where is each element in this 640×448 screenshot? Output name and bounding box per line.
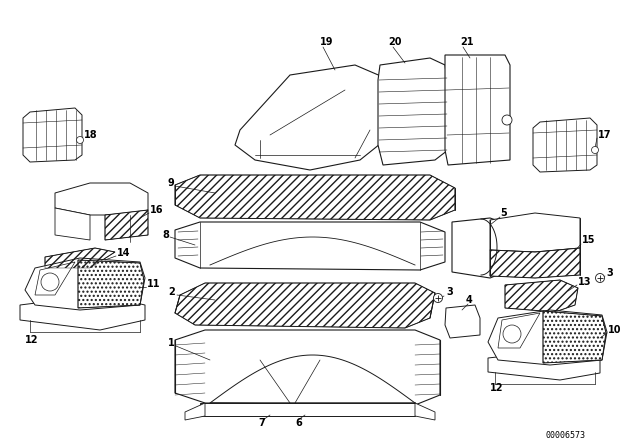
Text: 1: 1 bbox=[168, 338, 175, 348]
Text: 15: 15 bbox=[582, 235, 595, 245]
Circle shape bbox=[595, 273, 605, 283]
Polygon shape bbox=[185, 403, 205, 420]
Polygon shape bbox=[35, 262, 75, 295]
Polygon shape bbox=[45, 248, 115, 268]
Text: 7: 7 bbox=[258, 418, 265, 428]
Text: 21: 21 bbox=[460, 37, 474, 47]
Text: 3: 3 bbox=[606, 268, 612, 278]
Text: 10: 10 bbox=[608, 325, 621, 335]
Text: 17: 17 bbox=[598, 130, 611, 140]
Polygon shape bbox=[488, 310, 607, 365]
Text: 11: 11 bbox=[147, 279, 161, 289]
Circle shape bbox=[41, 273, 59, 291]
Polygon shape bbox=[25, 258, 145, 310]
Polygon shape bbox=[20, 295, 145, 330]
Polygon shape bbox=[488, 350, 600, 380]
Polygon shape bbox=[200, 403, 415, 416]
Polygon shape bbox=[505, 280, 578, 312]
Polygon shape bbox=[235, 65, 395, 170]
Text: 13: 13 bbox=[578, 277, 591, 287]
Text: 18: 18 bbox=[84, 130, 98, 140]
Text: 5: 5 bbox=[500, 208, 507, 218]
Text: 12: 12 bbox=[490, 383, 504, 393]
Polygon shape bbox=[175, 283, 435, 328]
Circle shape bbox=[433, 293, 442, 302]
Polygon shape bbox=[452, 218, 510, 278]
Circle shape bbox=[503, 325, 521, 343]
Text: 00006573: 00006573 bbox=[545, 431, 585, 439]
Polygon shape bbox=[378, 58, 448, 165]
Circle shape bbox=[591, 146, 598, 154]
Text: 12: 12 bbox=[25, 335, 38, 345]
Text: 20: 20 bbox=[388, 37, 401, 47]
Text: 6: 6 bbox=[295, 418, 301, 428]
Polygon shape bbox=[490, 213, 580, 252]
Text: 19: 19 bbox=[320, 37, 333, 47]
Circle shape bbox=[77, 137, 83, 143]
Polygon shape bbox=[23, 108, 82, 162]
Text: 8: 8 bbox=[162, 230, 169, 240]
Circle shape bbox=[502, 115, 512, 125]
Polygon shape bbox=[498, 313, 540, 348]
Polygon shape bbox=[533, 118, 597, 172]
Polygon shape bbox=[55, 183, 148, 215]
Text: 9: 9 bbox=[168, 178, 175, 188]
Polygon shape bbox=[55, 208, 90, 240]
Polygon shape bbox=[445, 305, 480, 338]
Polygon shape bbox=[490, 248, 580, 278]
Text: 14: 14 bbox=[117, 248, 131, 258]
Text: 4: 4 bbox=[466, 295, 473, 305]
Polygon shape bbox=[175, 222, 445, 270]
Text: 16: 16 bbox=[150, 205, 163, 215]
Polygon shape bbox=[445, 55, 510, 165]
Text: 3: 3 bbox=[446, 287, 452, 297]
Polygon shape bbox=[175, 330, 440, 405]
Polygon shape bbox=[78, 260, 144, 308]
Text: 2: 2 bbox=[168, 287, 175, 297]
Polygon shape bbox=[175, 175, 455, 220]
Polygon shape bbox=[415, 403, 435, 420]
Polygon shape bbox=[105, 210, 148, 240]
Polygon shape bbox=[543, 311, 606, 363]
